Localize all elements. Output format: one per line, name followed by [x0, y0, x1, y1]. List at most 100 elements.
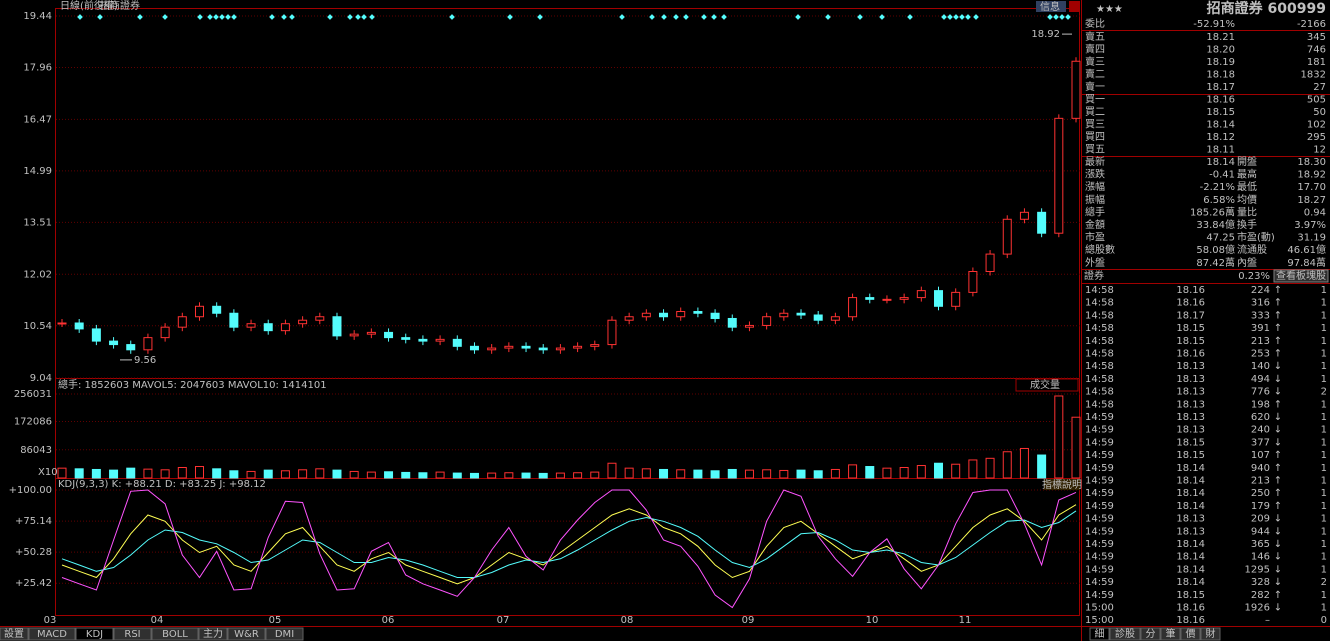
stat-value: 31.19 [1297, 233, 1326, 244]
volume-bar [366, 471, 376, 479]
signal-marker [1047, 14, 1053, 20]
signal-marker [947, 14, 953, 20]
volume-bar [504, 472, 514, 479]
close-button[interactable] [1069, 1, 1080, 12]
trade-count: 2 [1321, 577, 1327, 588]
volume-bar [332, 469, 342, 479]
book-label: 買四 [1085, 131, 1105, 143]
trade-arrow: ↓ [1274, 361, 1282, 372]
x-tick-label: 09 [742, 615, 755, 626]
stat-value: -2.21% [1200, 182, 1235, 193]
trade-count: 1 [1321, 437, 1327, 448]
x-tick-label: 11 [959, 615, 972, 626]
tab-label: 價 [1186, 627, 1196, 640]
volume-bar [126, 467, 136, 479]
candle [263, 323, 273, 332]
volume-bar [194, 466, 204, 479]
tab-label: 財 [1206, 627, 1216, 640]
trade-count: 1 [1321, 310, 1327, 321]
stat-label: 流通股 [1237, 243, 1267, 256]
candle [607, 319, 617, 346]
y-tick-label: 10.54 [23, 321, 52, 332]
tab[interactable] [0, 627, 29, 641]
y-tick-label: +25.42 [15, 578, 52, 589]
signal-marker [1065, 14, 1071, 20]
trade-price: 18.14 [1176, 488, 1205, 499]
trade-count: 1 [1321, 476, 1327, 487]
candle [762, 316, 772, 326]
trade-time: 14:58 [1085, 361, 1114, 372]
x-tick-label: 05 [269, 615, 282, 626]
candle [779, 312, 789, 318]
tab[interactable] [1089, 627, 1110, 641]
trade-volume: 328 [1251, 577, 1270, 588]
book-volume: 27 [1313, 82, 1326, 93]
y-tick-label: 13.51 [23, 217, 52, 228]
trade-price: 18.14 [1176, 476, 1205, 487]
trade-volume: 776 [1251, 387, 1270, 398]
trade-volume: 140 [1251, 361, 1270, 372]
book-label: 賣三 [1085, 55, 1105, 68]
book-price: 18.12 [1206, 132, 1235, 143]
trade-count: 1 [1321, 399, 1327, 410]
candle [298, 319, 308, 325]
trade-count: 1 [1321, 412, 1327, 423]
book-volume: 505 [1307, 95, 1326, 106]
signal-marker [537, 14, 543, 20]
candle [177, 316, 187, 328]
trade-price: 18.15 [1176, 437, 1205, 448]
book-label: 賣二 [1085, 68, 1105, 81]
info-button-label: 信息 [1040, 0, 1060, 13]
candle [813, 314, 823, 321]
trade-price: 18.13 [1176, 374, 1205, 385]
trade-price: 18.15 [1176, 323, 1205, 334]
candle [418, 338, 428, 342]
tab[interactable] [151, 627, 199, 641]
signal-marker [711, 14, 717, 20]
candle [830, 316, 840, 321]
tab[interactable] [1160, 627, 1181, 641]
volume-bar [538, 472, 548, 479]
stat-value: 18.14 [1206, 157, 1235, 168]
tab[interactable] [1200, 627, 1221, 641]
volume-legend: 總手: 1852603 MAVOL5: 2047603 MAVOL10: 141… [58, 378, 327, 391]
candle [1071, 60, 1081, 119]
candle [1019, 211, 1029, 220]
board-button[interactable] [1273, 269, 1329, 283]
tab-label: BOLL [162, 629, 188, 640]
trade-arrow: ↑ [1274, 298, 1282, 309]
trade-time: 14:59 [1085, 564, 1114, 575]
trade-price: 18.13 [1176, 387, 1205, 398]
tab[interactable] [265, 627, 304, 641]
candle [848, 297, 858, 318]
stat-value: 58.08億 [1196, 243, 1235, 256]
trade-arrow: ↓ [1274, 603, 1282, 614]
tab[interactable] [75, 627, 114, 641]
info-button[interactable] [1036, 1, 1066, 12]
stat-value: 18.27 [1297, 195, 1326, 206]
signal-marker [661, 14, 667, 20]
trade-time: 14:58 [1085, 323, 1114, 334]
signal-marker [953, 14, 959, 20]
volume-bar [830, 468, 840, 479]
ticks-header-change: 0.23% [1238, 271, 1270, 282]
trade-count: 1 [1321, 374, 1327, 385]
tab[interactable] [1180, 627, 1201, 641]
y-tick-label: 86043 [20, 445, 52, 456]
volume-bar [710, 470, 720, 479]
tab[interactable] [1109, 627, 1141, 641]
book-label: 買二 [1085, 106, 1105, 118]
tab[interactable] [198, 627, 228, 641]
candle [246, 323, 256, 328]
tab[interactable] [1140, 627, 1161, 641]
candle [1054, 117, 1064, 234]
help-button[interactable] [1044, 479, 1080, 490]
volume-bar [985, 457, 995, 479]
trade-count: 1 [1321, 336, 1327, 347]
tab[interactable] [113, 627, 152, 641]
volume-selector[interactable] [1015, 378, 1079, 392]
tab[interactable] [28, 627, 76, 641]
trade-price: 18.16 [1176, 298, 1205, 309]
tab[interactable] [227, 627, 266, 641]
trade-time: 14:59 [1085, 450, 1114, 461]
